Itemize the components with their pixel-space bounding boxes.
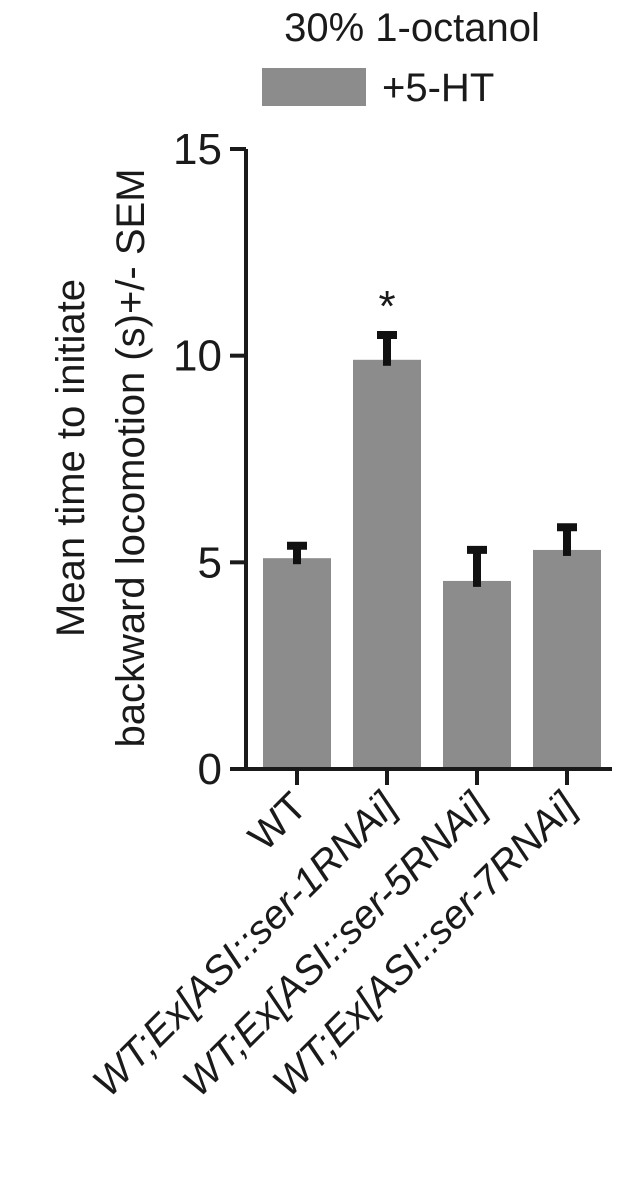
y-tick-label: 15: [173, 125, 222, 174]
y-tick-label: 10: [173, 332, 222, 381]
legend-entry-label: +5-HT: [382, 66, 494, 110]
legend-swatch: [262, 68, 366, 106]
legend-heading: 30% 1-octanol: [284, 6, 540, 50]
y-axis-label-line-1: Mean time to initiate: [49, 279, 93, 637]
bar-1: [263, 558, 331, 769]
significance-marks: *: [378, 282, 395, 331]
bar-4: [533, 549, 601, 769]
y-tick-label: 0: [198, 745, 222, 794]
error-bar-4: [557, 523, 577, 556]
bars: [263, 359, 601, 769]
category-labels: WTWT;Ex[ASI::ser-1RNAi]WT;Ex[ASI::ser-5R…: [85, 784, 586, 1105]
y-axis: 0 5 10 15: [173, 125, 248, 794]
x-axis: [244, 767, 612, 785]
bar-2: [353, 359, 421, 769]
y-tick-label: 5: [198, 538, 222, 587]
error-bar-3: [467, 545, 487, 587]
y-axis-label-line-2: backward locomotion (s)+/- SEM: [109, 168, 153, 747]
error-bars: [287, 331, 577, 587]
legend: 30% 1-octanol +5-HT: [262, 6, 540, 110]
error-bar-2: [377, 331, 397, 366]
significance-asterisk: *: [378, 282, 395, 331]
category-label-1: WT: [240, 784, 315, 859]
y-axis-label: Mean time to initiate backward locomotio…: [49, 168, 153, 747]
bar-3: [443, 580, 511, 769]
error-bar-1: [287, 541, 307, 565]
